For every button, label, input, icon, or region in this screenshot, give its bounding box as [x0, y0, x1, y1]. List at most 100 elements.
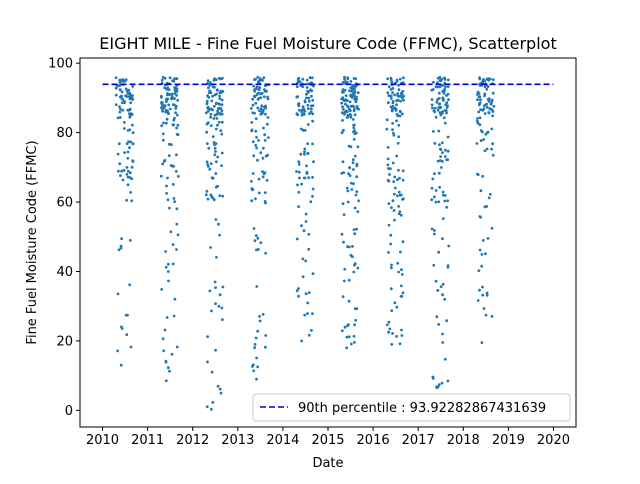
data-point [446, 149, 450, 153]
data-point [208, 90, 212, 94]
data-point [258, 315, 261, 318]
data-point [207, 86, 210, 90]
data-point [400, 268, 403, 272]
data-point [218, 387, 222, 391]
data-point [487, 78, 491, 82]
data-point [486, 85, 490, 88]
data-point [390, 108, 394, 112]
data-point [254, 143, 258, 147]
data-point [126, 313, 129, 317]
data-point [401, 240, 405, 244]
data-point [251, 172, 255, 175]
data-point [173, 200, 177, 204]
data-point [353, 123, 356, 127]
data-point [171, 243, 175, 247]
data-point [397, 270, 400, 274]
x-axis-ticks: 2010 2011 2012 2013 2014 2015 2016 2017 2018 2019… [86, 427, 570, 448]
data-point [256, 106, 260, 110]
data-point [266, 116, 270, 119]
data-point [264, 334, 268, 337]
y-tick-label: 60 [56, 196, 73, 211]
data-point [353, 263, 356, 267]
data-point [387, 202, 391, 206]
data-point [220, 132, 224, 136]
data-point [442, 99, 445, 102]
y-tick-label: 80 [56, 126, 73, 141]
data-point [346, 113, 350, 117]
data-point [212, 141, 216, 144]
data-point [478, 215, 482, 218]
data-point [392, 180, 396, 184]
data-point [392, 133, 396, 137]
data-point [399, 213, 403, 217]
data-point [353, 97, 356, 101]
data-point [401, 169, 405, 173]
data-point [214, 302, 217, 305]
data-point [391, 128, 394, 132]
data-point [295, 289, 299, 293]
data-point [387, 85, 391, 89]
data-point [440, 381, 444, 385]
data-point [220, 120, 224, 124]
data-point [117, 142, 121, 146]
data-point [167, 103, 171, 107]
data-point [307, 176, 311, 180]
data-point [395, 99, 398, 103]
data-point [167, 112, 170, 115]
data-point [221, 89, 225, 93]
data-point [349, 342, 353, 346]
data-point [251, 97, 255, 101]
data-point [353, 232, 357, 236]
data-point [123, 101, 126, 105]
data-point [356, 266, 360, 270]
data-point [216, 155, 220, 159]
data-point [477, 269, 481, 272]
data-point [259, 151, 263, 155]
data-point [167, 88, 171, 91]
data-point [218, 107, 222, 110]
data-point [446, 104, 449, 108]
data-point [352, 126, 356, 130]
data-point [253, 346, 256, 350]
data-point [261, 108, 265, 112]
data-point [399, 250, 402, 254]
data-point [445, 101, 449, 105]
data-point [481, 239, 485, 242]
data-point [256, 80, 260, 84]
data-point [172, 197, 176, 200]
data-point [218, 94, 222, 98]
data-point [483, 94, 486, 98]
data-point [259, 241, 263, 245]
data-point [310, 329, 313, 332]
data-point [175, 345, 179, 349]
data-point [483, 79, 486, 83]
data-point [480, 253, 484, 256]
data-point [437, 323, 440, 326]
data-point [349, 115, 353, 119]
y-tick-label: 0 [65, 404, 73, 419]
data-point [261, 156, 265, 160]
data-point [251, 103, 255, 107]
data-point [165, 88, 169, 91]
data-point [176, 123, 180, 127]
data-point [162, 349, 166, 353]
data-point [402, 76, 405, 80]
data-point [173, 297, 177, 301]
data-point [444, 148, 447, 152]
data-point [213, 77, 216, 80]
data-point [396, 141, 400, 145]
data-point [160, 78, 164, 82]
data-point [219, 391, 223, 395]
data-point [446, 199, 450, 203]
data-point [476, 90, 480, 94]
data-point [162, 106, 166, 110]
data-point [438, 185, 441, 189]
legend: 90th percentile : 93.92282867431639 [252, 393, 571, 422]
data-point [357, 199, 360, 203]
data-point [254, 117, 258, 120]
data-point [387, 330, 390, 334]
data-point [482, 104, 486, 108]
data-point [401, 291, 405, 295]
data-point [254, 336, 258, 340]
data-point [342, 240, 345, 244]
